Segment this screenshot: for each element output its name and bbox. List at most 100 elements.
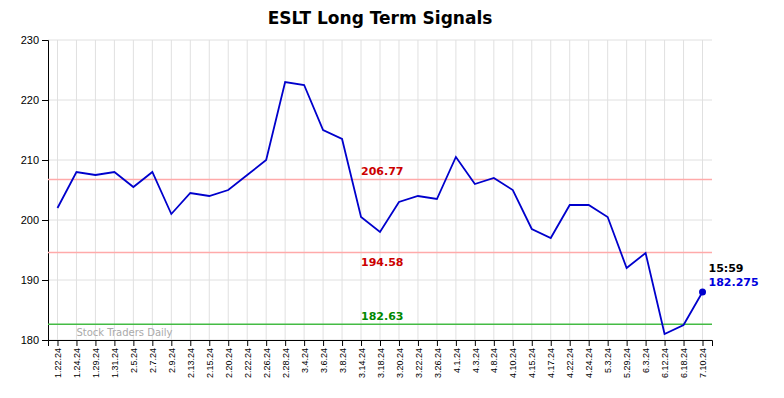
reference-line	[48, 252, 712, 254]
y-tick: 230	[21, 34, 48, 46]
x-tick-label: 3.26.24	[433, 348, 443, 378]
grid-line-x	[683, 40, 684, 340]
grid	[48, 40, 712, 340]
x-tick-label: 2.20.24	[224, 348, 234, 378]
x-tick: 4.10.24	[508, 340, 518, 378]
x-tick: 3.18.24	[376, 340, 386, 378]
grid-line-x	[569, 40, 570, 340]
reference-label: 194.58	[361, 256, 403, 269]
reference-label: 206.77	[361, 165, 403, 178]
x-tick-label: 6.18.24	[679, 348, 689, 378]
last-point	[699, 289, 706, 296]
x-tick: 3.14.24	[357, 340, 367, 378]
grid-line-x	[247, 40, 248, 340]
x-tick: 2.15.24	[205, 340, 215, 378]
y-tick-label: 190	[21, 274, 39, 286]
x-tick-mark	[437, 340, 438, 346]
x-tick-label: 6.3.24	[641, 348, 651, 373]
grid-line-x	[607, 40, 608, 340]
x-tick-label: 2.15.24	[205, 348, 215, 378]
x-tick-mark	[266, 340, 267, 346]
x-tick-label: 4.22.24	[565, 348, 575, 378]
grid-line-x	[323, 40, 324, 340]
x-tick-mark	[190, 340, 191, 346]
x-tick-mark	[475, 340, 476, 346]
x-tick: 2.13.24	[186, 340, 196, 378]
grid-line-x	[588, 40, 589, 340]
x-tick-mark	[209, 340, 210, 346]
x-tick-mark	[513, 340, 514, 346]
x-tick-mark	[665, 340, 666, 346]
y-axis-line	[42, 41, 49, 341]
x-tick: 7.10.24	[698, 340, 708, 378]
grid-line-x	[455, 40, 456, 340]
annotation: 182.275	[709, 276, 759, 289]
x-tick-label: 5.3.24	[603, 348, 613, 373]
y-tick-mark	[42, 40, 48, 41]
y-tick-mark	[42, 160, 48, 161]
x-tick: 1.24.24	[72, 340, 82, 378]
x-tick-label: 2.26.24	[262, 348, 272, 378]
y-tick-mark	[42, 220, 48, 221]
x-tick-label: 4.24.24	[584, 348, 594, 378]
x-tick: 3.26.24	[433, 340, 443, 378]
grid-line-x	[171, 40, 172, 340]
x-tick-label: 3.14.24	[357, 348, 367, 378]
x-tick: 6.18.24	[679, 340, 689, 378]
x-tick: 3.4.24	[300, 340, 310, 373]
x-tick: 3.20.24	[395, 340, 405, 378]
grid-line-x	[550, 40, 551, 340]
title: ESLT Long Term Signals	[268, 8, 493, 28]
grid-line-x	[342, 40, 343, 340]
x-tick-label: 4.8.24	[489, 348, 499, 373]
x-tick-label: 3.18.24	[376, 348, 386, 378]
x-tick-mark	[171, 340, 172, 346]
x-tick: 4.22.24	[565, 340, 575, 378]
x-tick-label: 4.15.24	[527, 348, 537, 378]
grid-line-x	[152, 40, 153, 340]
grid-line-x	[436, 40, 437, 340]
x-tick-mark	[361, 340, 362, 346]
x-tick: 4.15.24	[527, 340, 537, 378]
grid-line-x	[209, 40, 210, 340]
x-tick: 2.7.24	[148, 340, 158, 373]
grid-line-x	[266, 40, 267, 340]
x-tick-mark	[114, 340, 115, 346]
y-tick-mark	[42, 280, 48, 281]
x-tick-mark	[152, 340, 153, 346]
x-tick: 2.20.24	[224, 340, 234, 378]
grid-line-x	[57, 40, 58, 340]
x-tick: 4.3.24	[471, 340, 481, 373]
x-tick-label: 2.7.24	[148, 348, 158, 373]
y-tick-mark	[42, 340, 48, 341]
x-tick-mark	[133, 340, 134, 346]
x-tick: 4.17.24	[546, 340, 556, 378]
grid-line-x	[361, 40, 362, 340]
reference-line	[48, 323, 712, 325]
x-tick-mark	[57, 340, 58, 346]
x-tick: 2.28.24	[281, 340, 291, 378]
x-tick-mark	[608, 340, 609, 346]
x-tick-mark	[646, 340, 647, 346]
y-tick-label: 180	[21, 334, 39, 346]
x-tick-mark	[456, 340, 457, 346]
grid-line-x	[531, 40, 532, 340]
x-tick-mark	[228, 340, 229, 346]
x-tick: 4.24.24	[584, 340, 594, 378]
y-tick: 210	[21, 154, 48, 166]
x-tick-label: 4.10.24	[508, 348, 518, 378]
x-tick-mark	[684, 340, 685, 346]
x-tick-mark	[285, 340, 286, 346]
grid-line-x	[645, 40, 646, 340]
x-tick: 2.9.24	[167, 340, 177, 373]
x-tick-label: 3.8.24	[338, 348, 348, 373]
x-tick-mark	[323, 340, 324, 346]
x-tick-label: 6.12.24	[660, 348, 670, 378]
y-tick-label: 230	[21, 34, 39, 46]
x-tick-mark	[703, 340, 704, 346]
x-tick: 5.3.24	[603, 340, 613, 373]
x-tick-mark	[627, 340, 628, 346]
x-tick: 1.29.24	[91, 340, 101, 378]
x-axis-line	[49, 341, 713, 347]
grid-line-x	[474, 40, 475, 340]
